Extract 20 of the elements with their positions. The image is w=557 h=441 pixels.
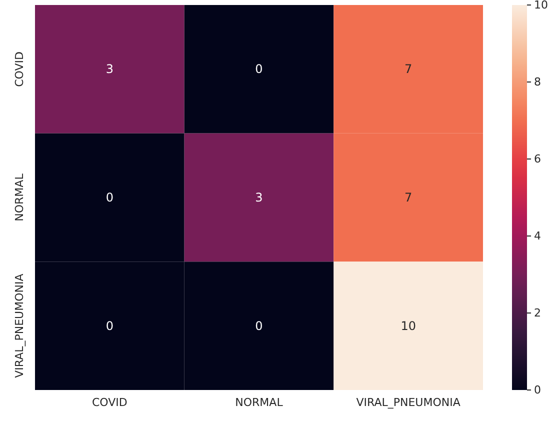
data-label: 10 (400, 318, 416, 333)
data-label: 0 (106, 190, 114, 204)
x-tick-label: NORMAL (235, 396, 284, 409)
color-bar-label: 10 (534, 0, 548, 12)
color-bar-label: 8 (534, 76, 541, 88)
y-tick-label: COVID (13, 51, 26, 87)
color-bar-label: 2 (534, 306, 541, 320)
data-label: 3 (255, 190, 263, 204)
data-label: 3 (106, 62, 114, 76)
x-tick-label: VIRAL_PNEUMONIA (356, 396, 461, 409)
data-label: 0 (255, 62, 263, 76)
x-tick-label: COVID (92, 396, 128, 409)
data-label: 7 (404, 190, 412, 204)
data-label: 0 (255, 318, 263, 333)
color-bar-label: 6 (534, 152, 541, 166)
y-tick-label: NORMAL (13, 172, 26, 222)
data-label: 7 (404, 62, 412, 76)
data-label: 0 (106, 318, 114, 333)
color-bar-label: 4 (534, 230, 541, 242)
color-bar-label: 0 (534, 384, 541, 396)
